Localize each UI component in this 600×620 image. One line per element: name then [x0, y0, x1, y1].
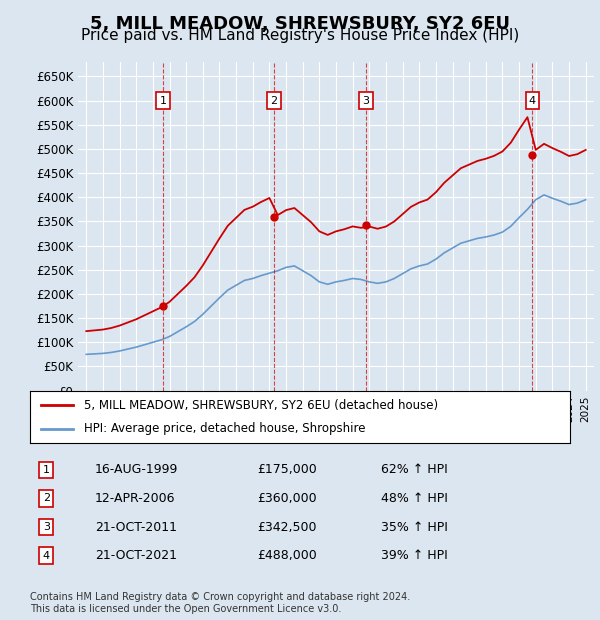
Text: 2: 2 — [43, 494, 50, 503]
Text: 4: 4 — [529, 95, 536, 105]
Text: 2: 2 — [271, 95, 278, 105]
Text: Price paid vs. HM Land Registry's House Price Index (HPI): Price paid vs. HM Land Registry's House … — [81, 28, 519, 43]
Text: 16-AUG-1999: 16-AUG-1999 — [95, 463, 178, 476]
Text: 5, MILL MEADOW, SHREWSBURY, SY2 6EU: 5, MILL MEADOW, SHREWSBURY, SY2 6EU — [90, 16, 510, 33]
Text: 39% ↑ HPI: 39% ↑ HPI — [381, 549, 448, 562]
Text: 21-OCT-2021: 21-OCT-2021 — [95, 549, 177, 562]
Text: 48% ↑ HPI: 48% ↑ HPI — [381, 492, 448, 505]
Text: This data is licensed under the Open Government Licence v3.0.: This data is licensed under the Open Gov… — [30, 604, 341, 614]
Text: 12-APR-2006: 12-APR-2006 — [95, 492, 175, 505]
Text: 1: 1 — [160, 95, 167, 105]
Text: 5, MILL MEADOW, SHREWSBURY, SY2 6EU (detached house): 5, MILL MEADOW, SHREWSBURY, SY2 6EU (det… — [84, 399, 438, 412]
Text: £342,500: £342,500 — [257, 521, 316, 534]
Text: Contains HM Land Registry data © Crown copyright and database right 2024.: Contains HM Land Registry data © Crown c… — [30, 592, 410, 602]
Text: 1: 1 — [43, 465, 50, 475]
Text: 4: 4 — [43, 551, 50, 560]
Text: 3: 3 — [43, 522, 50, 532]
Text: £360,000: £360,000 — [257, 492, 316, 505]
Text: 62% ↑ HPI: 62% ↑ HPI — [381, 463, 448, 476]
Text: 35% ↑ HPI: 35% ↑ HPI — [381, 521, 448, 534]
Text: 21-OCT-2011: 21-OCT-2011 — [95, 521, 177, 534]
Text: HPI: Average price, detached house, Shropshire: HPI: Average price, detached house, Shro… — [84, 422, 365, 435]
Text: £488,000: £488,000 — [257, 549, 317, 562]
Text: £175,000: £175,000 — [257, 463, 317, 476]
Text: 3: 3 — [362, 95, 370, 105]
